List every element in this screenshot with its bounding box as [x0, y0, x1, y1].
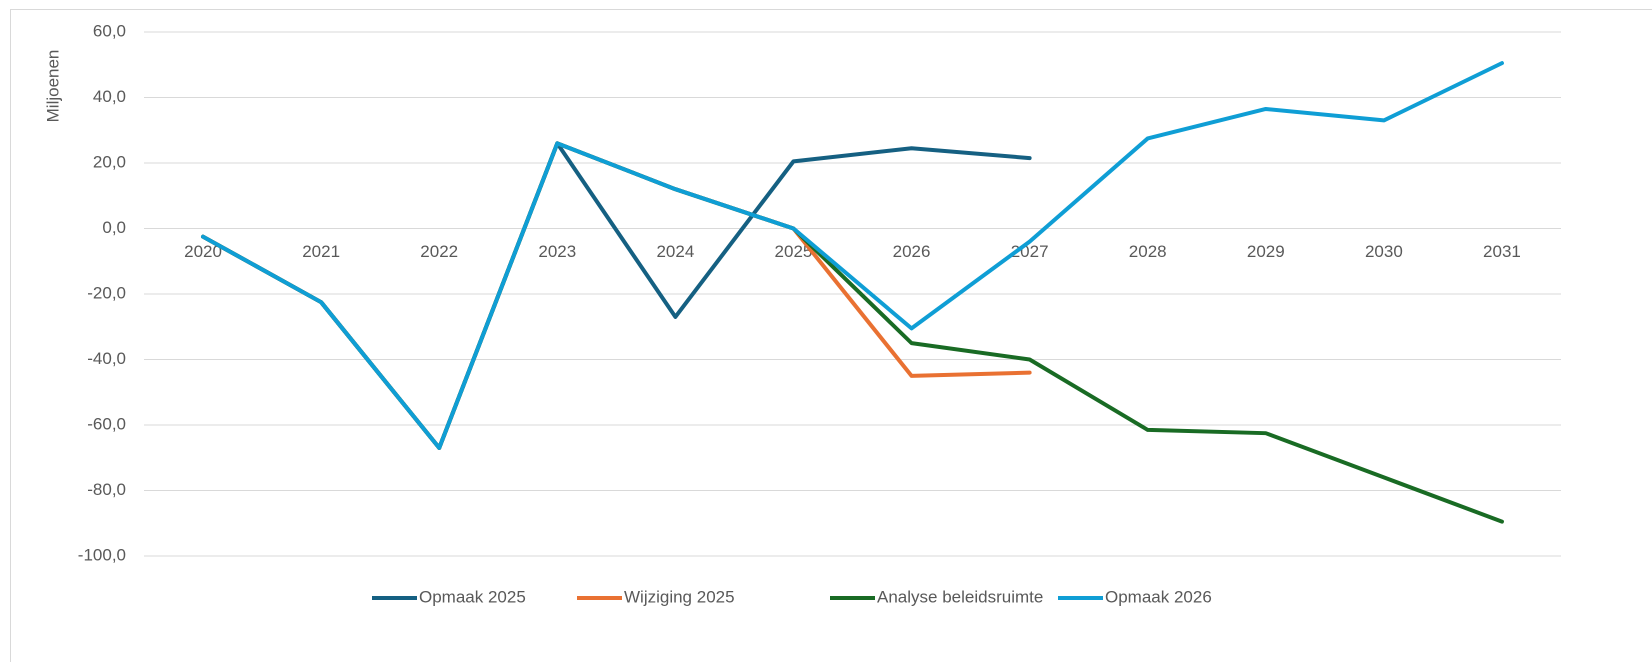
- line-series: [201, 141, 1504, 524]
- y-tick-label: -60,0: [87, 414, 126, 433]
- x-tick-label: 2020: [184, 242, 222, 261]
- y-tick-label: -80,0: [87, 480, 126, 499]
- x-tick-label: 2026: [893, 242, 931, 261]
- line-series: [201, 141, 1032, 450]
- y-tick-label: 40,0: [93, 87, 126, 106]
- x-tick-label: 2023: [538, 242, 576, 261]
- legend-label: Analyse beleidsruimte: [877, 587, 1043, 606]
- y-tick-label: 20,0: [93, 152, 126, 171]
- legend-label: Wijziging 2025: [624, 587, 735, 606]
- x-tick-label: 2031: [1483, 242, 1521, 261]
- legend-label: Opmaak 2025: [419, 587, 526, 606]
- line-series: [201, 141, 1032, 450]
- y-tick-label: -100,0: [78, 545, 126, 564]
- line-series: [201, 61, 1504, 450]
- y-axis-title: Miljoenen: [43, 50, 62, 123]
- chart-frame: [10, 9, 1652, 662]
- x-tick-label: 2021: [302, 242, 340, 261]
- x-tick-label: 2028: [1129, 242, 1167, 261]
- x-tick-label: 2025: [775, 242, 813, 261]
- x-tick-label: 2030: [1365, 242, 1403, 261]
- y-tick-label: 60,0: [93, 21, 126, 40]
- x-tick-label: 2024: [656, 242, 694, 261]
- x-tick-label: 2022: [420, 242, 458, 261]
- y-tick-label: -20,0: [87, 283, 126, 302]
- x-tick-label: 2029: [1247, 242, 1285, 261]
- legend-label: Opmaak 2026: [1105, 587, 1212, 606]
- y-tick-label: 0,0: [102, 218, 126, 237]
- y-tick-label: -40,0: [87, 349, 126, 368]
